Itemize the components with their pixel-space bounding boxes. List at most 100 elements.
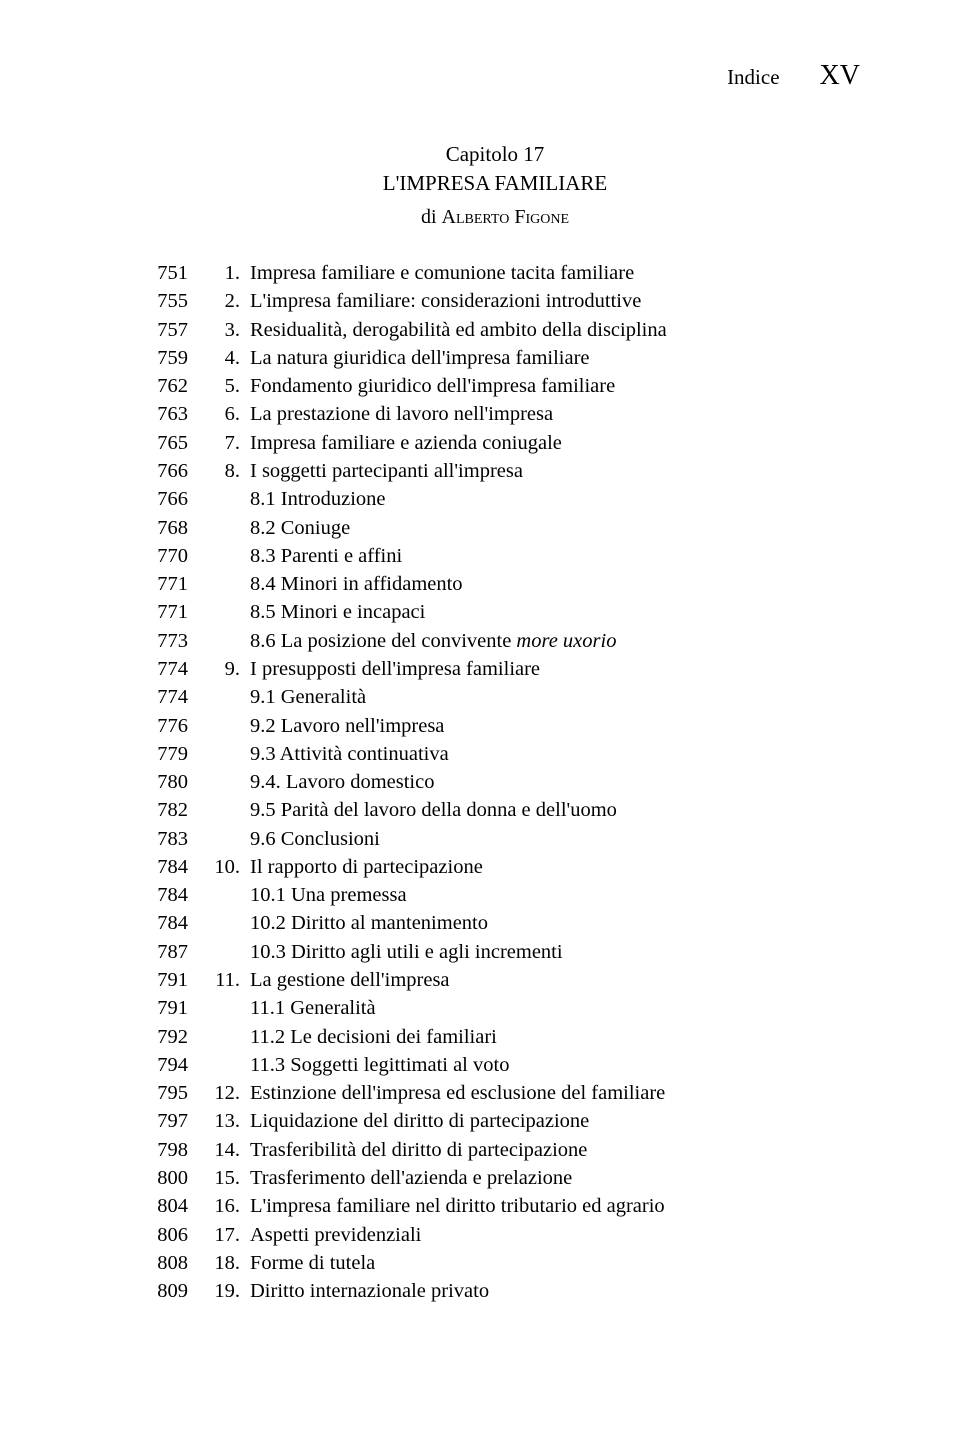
- toc-entry-text: 9.5 Parità del lavoro della donna e dell…: [246, 796, 860, 824]
- toc-page-number: 780: [130, 768, 188, 796]
- toc-row: 7625.Fondamento giuridico dell'impresa f…: [130, 372, 860, 400]
- toc-page-number: 783: [130, 825, 188, 853]
- toc-row: 80416.L'impresa familiare nel diritto tr…: [130, 1192, 860, 1220]
- chapter-number: Capitolo 17: [130, 142, 860, 167]
- toc-entry-text: 9.3 Attività continuativa: [246, 740, 860, 768]
- toc-entry-number: 6.: [208, 400, 246, 428]
- toc-page-number: 766: [130, 485, 188, 513]
- toc-row: 7809.4. Lavoro domestico: [130, 768, 860, 796]
- toc-entry-number: 5.: [208, 372, 246, 400]
- toc-entry-text: Diritto internazionale privato: [246, 1277, 860, 1305]
- toc-row: 80818.Forme di tutela: [130, 1249, 860, 1277]
- toc-entry-text: 8.3 Parenti e affini: [246, 542, 860, 570]
- toc-page-number: 792: [130, 1023, 188, 1051]
- toc-entry-text: Forme di tutela: [246, 1249, 860, 1277]
- toc-page-number: 763: [130, 400, 188, 428]
- toc-row: 7657.Impresa familiare e azienda coniuga…: [130, 429, 860, 457]
- toc-row: 774 9.I presupposti dell'impresa familiar…: [130, 655, 860, 683]
- toc-entry-number: 12.: [208, 1079, 246, 1107]
- toc-entry-number: 13.: [208, 1107, 246, 1135]
- toc-entry-text: Il rapporto di partecipazione: [246, 853, 860, 881]
- toc-entry-number: 11.: [208, 966, 246, 994]
- toc-row: 757 3.Residualità, derogabilità ed ambito…: [130, 316, 860, 344]
- toc-entry-text: 10.1 Una premessa: [246, 881, 860, 909]
- toc-row: 770 8.3 Parenti e affini: [130, 542, 860, 570]
- toc-page-number: 800: [130, 1164, 188, 1192]
- toc-entry-number: 9.: [208, 655, 246, 683]
- toc-row: 809 19.Diritto internazionale privato: [130, 1277, 860, 1305]
- toc-entry-number: 3.: [208, 316, 246, 344]
- toc-entry-text: La prestazione di lavoro nell'impresa: [246, 400, 860, 428]
- toc-entry-number: 7.: [208, 429, 246, 457]
- chapter-title: L'IMPRESA FAMILIARE: [130, 171, 860, 196]
- toc-row: 78410.2 Diritto al mantenimento: [130, 909, 860, 937]
- toc-page-number: 782: [130, 796, 188, 824]
- toc-entry-text: 8.6 La posizione del convivente more uxo…: [246, 627, 860, 655]
- page-numeral: XV: [820, 60, 860, 92]
- toc-entry-text: Trasferibilità del diritto di partecipaz…: [246, 1136, 860, 1164]
- toc-entry-number: 1.: [208, 259, 246, 287]
- toc-row: 7718.4 Minori in affidamento: [130, 570, 860, 598]
- toc-entry-text: Trasferimento dell'azienda e prelazione: [246, 1164, 860, 1192]
- toc-entry-text: 11.2 Le decisioni dei familiari: [246, 1023, 860, 1051]
- toc-page-number: 755: [130, 287, 188, 315]
- toc-row: 773 8.6 La posizione del convivente more …: [130, 627, 860, 655]
- toc-entry-text: 9.1 Generalità: [246, 683, 860, 711]
- toc-page-number: 808: [130, 1249, 188, 1277]
- toc-row: 763 6.La prestazione di lavoro nell'impre…: [130, 400, 860, 428]
- toc-entry-text: I presupposti dell'impresa familiare: [246, 655, 860, 683]
- toc-entry-text: 10.3 Diritto agli utili e agli increment…: [246, 938, 860, 966]
- toc-row: 782 9.5 Parità del lavoro della donna e d…: [130, 796, 860, 824]
- toc-page-number: 774: [130, 683, 188, 711]
- toc-page-number: 771: [130, 598, 188, 626]
- toc-page-number: 768: [130, 514, 188, 542]
- table-of-contents: 751 1.Impresa familiare e comunione tacit…: [130, 259, 860, 1305]
- toc-page-number: 806: [130, 1221, 188, 1249]
- toc-entry-text: 8.2 Coniuge: [246, 514, 860, 542]
- toc-row: 7552.L'impresa familiare: considerazioni…: [130, 287, 860, 315]
- toc-row: 783 9.6 Conclusioni: [130, 825, 860, 853]
- toc-page-number: 774: [130, 655, 188, 683]
- toc-page-number: 757: [130, 316, 188, 344]
- toc-entry-text: 8.5 Minori e incapaci: [246, 598, 860, 626]
- toc-entry-text: Estinzione dell'impresa ed esclusione de…: [246, 1079, 860, 1107]
- toc-page-number: 773: [130, 627, 188, 655]
- toc-page-number: 770: [130, 542, 188, 570]
- toc-row: 791 11.La gestione dell'impresa: [130, 966, 860, 994]
- toc-entry-text: Residualità, derogabilità ed ambito dell…: [246, 316, 860, 344]
- toc-page-number: 784: [130, 853, 188, 881]
- toc-entry-text: 11.1 Generalità: [246, 994, 860, 1022]
- toc-page-number: 795: [130, 1079, 188, 1107]
- toc-row: 79713.Liquidazione del diritto di partec…: [130, 1107, 860, 1135]
- toc-page-number: 791: [130, 994, 188, 1022]
- toc-entry-italic: more uxorio: [516, 630, 616, 652]
- toc-entry-text: L'impresa familiare: considerazioni intr…: [246, 287, 860, 315]
- toc-entry-text: La gestione dell'impresa: [246, 966, 860, 994]
- toc-row: 7769.2 Lavoro nell'impresa: [130, 712, 860, 740]
- toc-page-number: 791: [130, 966, 188, 994]
- toc-page-number: 809: [130, 1277, 188, 1305]
- toc-row: 784 10.Il rapporto di partecipazione: [130, 853, 860, 881]
- toc-row: 7668.I soggetti partecipanti all'impresa: [130, 457, 860, 485]
- toc-entry-number: 15.: [208, 1164, 246, 1192]
- toc-entry-text: Impresa familiare e comunione tacita fam…: [246, 259, 860, 287]
- toc-page-number: 804: [130, 1192, 188, 1220]
- toc-row: 79814.Trasferibilità del diritto di part…: [130, 1136, 860, 1164]
- chapter-author: di Alberto Figone: [130, 206, 860, 229]
- toc-entry-number: 19.: [208, 1277, 246, 1305]
- toc-entry-text: L'impresa familiare nel diritto tributar…: [246, 1192, 860, 1220]
- toc-row: 80617.Aspetti previdenziali: [130, 1221, 860, 1249]
- toc-row: 7668.1 Introduzione: [130, 485, 860, 513]
- toc-entry-text: 9.6 Conclusioni: [246, 825, 860, 853]
- running-header: Indice XV: [130, 60, 860, 92]
- toc-entry-number: 10.: [208, 853, 246, 881]
- toc-row: 795 12.Estinzione dell'impresa ed esclusi…: [130, 1079, 860, 1107]
- toc-entry-text: Fondamento giuridico dell'impresa famili…: [246, 372, 860, 400]
- toc-row: 7594.La natura giuridica dell'impresa fa…: [130, 344, 860, 372]
- toc-page-number: 784: [130, 881, 188, 909]
- toc-row: 792 11.2 Le decisioni dei familiari: [130, 1023, 860, 1051]
- toc-page-number: 751: [130, 259, 188, 287]
- toc-row: 784 10.1 Una premessa: [130, 881, 860, 909]
- header-label: Indice: [727, 65, 779, 90]
- toc-page-number: 766: [130, 457, 188, 485]
